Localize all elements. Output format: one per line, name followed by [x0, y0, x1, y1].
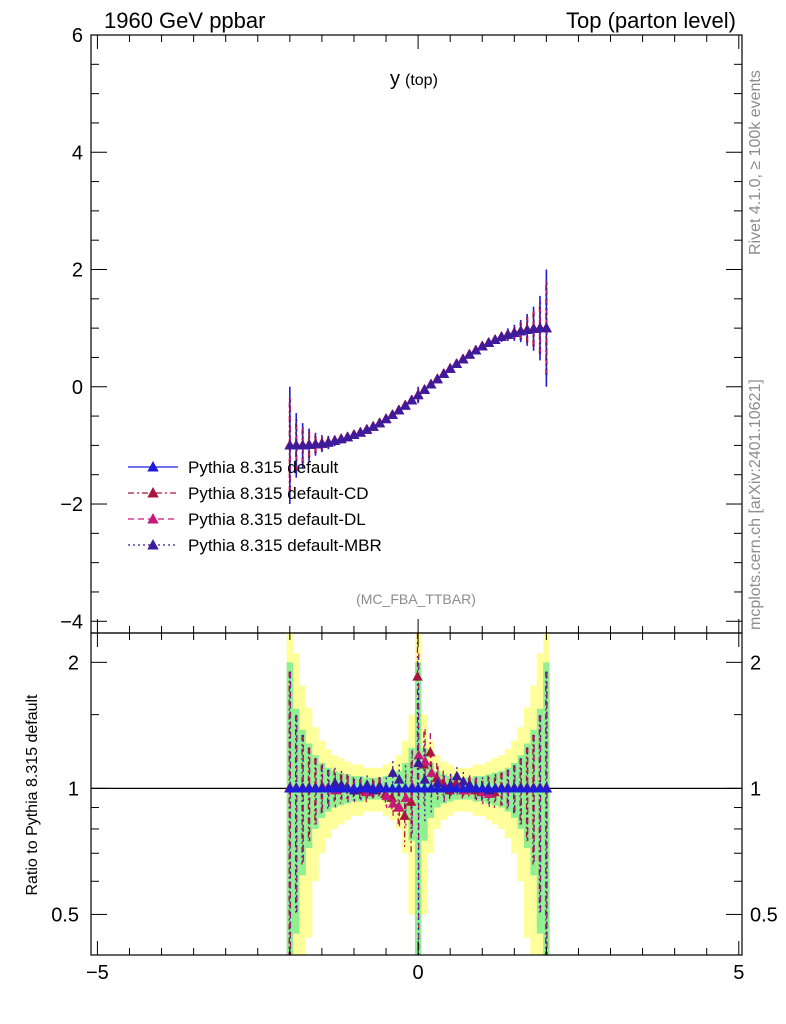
marker-mbr: [413, 389, 424, 400]
main-y-tick-label: −4: [60, 611, 83, 633]
ratio-band-inner: [305, 743, 313, 849]
main-y-tick-label: 2: [72, 260, 83, 282]
svg-text:y(top): y (top): [390, 68, 438, 90]
ratio-y-tick-label-right: 2: [750, 652, 761, 674]
ratio-marker-cd: [399, 810, 410, 820]
ratio-marker-mbr: [413, 757, 424, 768]
marker-mbr: [406, 394, 418, 405]
ratio-marker-dl: [413, 749, 424, 760]
marker-mbr: [470, 344, 482, 355]
ratio-y-tick-label-right: 0.5: [750, 904, 778, 926]
marker-mbr: [432, 373, 443, 384]
ratio-y-tick-label-right: 1: [750, 778, 761, 800]
side-text-mcplots: mcplots.cern.ch [arXiv:2401.10621]: [747, 379, 764, 630]
ratio-ylabel: Ratio to Pythia 8.315 default: [24, 694, 41, 896]
marker-mbr: [457, 353, 469, 364]
ratio-marker-mbr: [393, 774, 405, 784]
marker-mbr: [477, 340, 488, 351]
ratio-plot: −5 0 5 0.5 0.5 1 1 2 2 Ratio to Pythia 8.315 def…: [24, 632, 778, 984]
ratio-y-tick-label: 0.5: [51, 904, 79, 926]
main-y-tick-label: 4: [72, 142, 83, 164]
ratio-band-inner: [299, 729, 306, 876]
ratio-band-inner: [530, 729, 537, 876]
marker-mbr: [400, 400, 411, 410]
x-tick-label: 5: [733, 962, 744, 984]
plot-title: y: [390, 68, 400, 90]
marker-mbr: [419, 384, 430, 394]
ratio-marker-dl: [400, 792, 412, 802]
ratio-marker-cd: [425, 746, 436, 757]
legend-label-mbr: Pythia 8.315 default-MBR: [188, 536, 382, 555]
legend-marker-cd: [147, 487, 159, 498]
side-text-rivet: Rivet 4.1.0, ≥ 100k events: [747, 70, 764, 255]
ratio-band-inner: [523, 743, 531, 849]
legend-label-cd: Pythia 8.315 default-CD: [188, 484, 369, 503]
ratio-marker-mbr: [451, 770, 463, 781]
legend-label-default: Pythia 8.315 default: [188, 458, 339, 477]
ratio-y-tick-label: 2: [68, 652, 79, 674]
marker-mbr: [374, 417, 386, 428]
marker-mbr: [425, 378, 437, 389]
marker-mbr: [387, 409, 398, 420]
analysis-tag: (MC_FBA_TTBAR): [356, 591, 476, 607]
header-left: 1960 GeV ppbar: [104, 8, 265, 33]
marker-mbr: [483, 337, 495, 347]
ratio-band-inner: [543, 662, 550, 955]
ratio-marker-mbr: [387, 767, 398, 777]
ratio-marker-dl: [419, 755, 431, 766]
ratio-marker-default: [541, 782, 552, 793]
marker-mbr: [393, 404, 405, 415]
header-right: Top (parton level): [566, 8, 736, 33]
marker-mbr: [490, 334, 501, 344]
ratio-marker-dl: [426, 767, 437, 777]
ratio-marker-mbr: [329, 777, 341, 788]
ratio-marker-mbr: [432, 777, 443, 788]
ratio-marker-cd: [405, 796, 417, 806]
legend-marker-mbr: [147, 539, 159, 550]
marker-mbr: [380, 413, 392, 424]
main-y-tick-label: −2: [60, 494, 83, 516]
main-y-tick-label: 0: [72, 377, 83, 399]
x-tick-label: −5: [86, 962, 109, 984]
legend-marker-dl: [147, 513, 159, 524]
marker-mbr: [368, 421, 379, 431]
marker-mbr: [464, 349, 475, 359]
legend: Pythia 8.315 default Pythia 8.315 default…: [128, 458, 382, 555]
ratio-marker-cd: [412, 671, 423, 681]
marker-mbr: [361, 424, 373, 434]
legend-marker-default: [147, 461, 159, 472]
ratio-marker-dl: [394, 802, 405, 812]
legend-label-dl: Pythia 8.315 default-DL: [188, 510, 366, 529]
plot-title-sub: (top): [405, 72, 438, 89]
ratio-marker-dl: [381, 790, 392, 800]
marker-mbr: [445, 363, 456, 373]
ratio-marker-dl: [387, 798, 399, 808]
ratio-y-tick-label: 1: [68, 778, 79, 800]
marker-mbr: [438, 368, 450, 378]
ratio-marker-mbr: [419, 774, 431, 784]
x-tick-label: 0: [413, 962, 424, 984]
marker-mbr: [541, 322, 552, 333]
ratio-band-inner: [286, 662, 294, 955]
ratio-plot-frame: [90, 632, 743, 956]
ratio-marker-mbr: [458, 775, 469, 786]
marker-mbr: [355, 426, 366, 437]
main-plot: −4 −2 0 2 4 6 y (top) (MC_FBA_TTBAR) Pythia 8.…: [60, 25, 743, 634]
marker-mbr: [451, 358, 462, 369]
main-y-tick-label: 6: [72, 25, 83, 47]
